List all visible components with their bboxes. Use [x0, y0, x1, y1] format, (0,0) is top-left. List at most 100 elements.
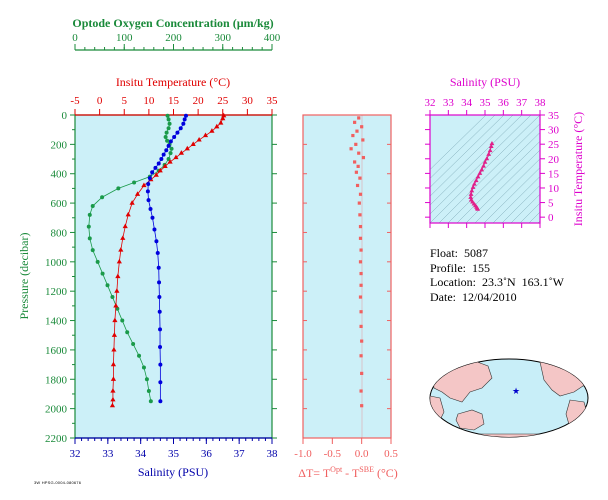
- ts-salinity-tick-label: 37: [516, 97, 528, 109]
- data-point: [169, 146, 174, 151]
- data-point: [150, 170, 155, 175]
- ts-density-contour: [430, 115, 523, 206]
- data-point: [110, 376, 117, 381]
- data-point: [100, 271, 105, 276]
- salinity-tick-label: 36: [201, 448, 213, 460]
- data-point: [156, 161, 161, 166]
- ts-density-contour: [510, 193, 540, 223]
- ts-point: [488, 143, 494, 149]
- data-point: [111, 346, 117, 352]
- data-point: [110, 295, 115, 300]
- data-point: [145, 189, 150, 194]
- data-point: [167, 121, 172, 126]
- float-info-block: Float: 5087 Profile: 155 Location: 23.3˚…: [430, 246, 564, 304]
- delta-t-point: [359, 389, 363, 393]
- salinity-tick-label: 33: [102, 448, 114, 460]
- data-point: [100, 195, 105, 200]
- data-point: [147, 176, 152, 181]
- data-point: [161, 152, 166, 157]
- data-point: [221, 112, 227, 118]
- delta-t-point: [359, 310, 363, 314]
- pressure-tick-label: 600: [51, 198, 68, 210]
- pressure-tick-label: 800: [51, 227, 68, 239]
- data-point: [155, 251, 160, 256]
- world-map: ★: [429, 358, 589, 438]
- ts-point: [468, 191, 474, 196]
- delta-t-axis-label: ΔT= TOpt - TSBE (°C): [298, 465, 398, 480]
- data-point: [141, 365, 146, 370]
- delta-t-point: [357, 201, 361, 205]
- pressure-tick-label: 0: [62, 110, 68, 122]
- data-point: [131, 342, 136, 347]
- delta-t-point: [355, 183, 360, 188]
- oxygen-tick-label: 100: [116, 32, 133, 44]
- data-point: [122, 223, 128, 229]
- ts-density-contour: [456, 141, 540, 223]
- temperature-tick-label: -5: [70, 95, 80, 107]
- data-point: [166, 117, 171, 122]
- data-point: [173, 154, 179, 160]
- ts-point: [486, 151, 492, 156]
- ts-point: [475, 174, 481, 179]
- ts-temperature-axis-label: Insitu Temperature (°C): [571, 112, 585, 226]
- ts-density-contour: [519, 202, 540, 223]
- ts-salinity-tick-label: 32: [425, 97, 436, 109]
- ts-point: [470, 184, 476, 189]
- ts-temperature-tick-label: 15: [548, 168, 560, 180]
- ts-salinity-tick-label: 38: [535, 97, 547, 109]
- main-plot-area: [74, 114, 273, 439]
- ts-point: [479, 167, 485, 172]
- salinity-tick-label: 32: [70, 448, 81, 460]
- temperature-tick-label: 5: [122, 95, 128, 107]
- temperature-tick-label: 0: [97, 95, 103, 107]
- delta-t-point: [353, 120, 357, 124]
- delta-t-point: [355, 129, 359, 133]
- ts-point: [477, 170, 483, 175]
- data-point: [158, 399, 163, 404]
- temperature-tick-label: 25: [217, 95, 229, 107]
- ts-density-contour: [492, 176, 540, 223]
- data-point: [141, 182, 147, 188]
- data-point: [114, 288, 120, 293]
- ts-point: [469, 188, 475, 193]
- pressure-tick-label: 400: [51, 169, 68, 181]
- ts-density-contour: [430, 115, 505, 188]
- data-point: [165, 113, 170, 118]
- delta-t-plot-area: [302, 114, 392, 439]
- data-point: [163, 135, 168, 140]
- data-point: [87, 236, 92, 241]
- ts-density-contour: [528, 211, 540, 223]
- salinity-tick-label: 35: [168, 448, 180, 460]
- ts-salinity-axis-label: Salinity (PSU): [450, 75, 520, 89]
- ts-point: [484, 156, 490, 161]
- ts-temperature-tick-label: 20: [548, 154, 560, 166]
- data-point: [178, 126, 183, 131]
- delta-t-point: [353, 160, 357, 164]
- ts-density-contour: [430, 115, 532, 215]
- data-point: [148, 399, 153, 404]
- delta-t-point: [357, 116, 361, 120]
- temperature-tick-label: 10: [143, 95, 155, 107]
- data-point: [162, 163, 168, 168]
- ts-density-contour: [447, 132, 540, 223]
- delta-t-point: [361, 138, 365, 142]
- delta-t-point: [354, 170, 358, 174]
- data-point: [125, 211, 131, 217]
- data-point: [183, 113, 188, 118]
- ts-salinity-tick-label: 33: [443, 97, 455, 109]
- data-point: [159, 157, 164, 162]
- pressure-tick-label: 1600: [45, 345, 68, 357]
- delta-t-point: [358, 260, 363, 264]
- data-point: [110, 388, 116, 393]
- delta-t-point: [361, 155, 366, 160]
- data-point: [181, 121, 186, 126]
- temperature-tick-label: 30: [242, 95, 254, 107]
- delta-t-point: [349, 147, 353, 151]
- delta-t-point: [358, 192, 363, 196]
- delta-t-point: [359, 324, 363, 329]
- salinity-tick-label: 34: [135, 448, 147, 460]
- ts-density-contour: [430, 115, 487, 170]
- delta-t-point: [358, 295, 363, 299]
- pressure-axis-label: Pressure (decibar): [17, 233, 31, 320]
- delta-t-point: [360, 371, 364, 375]
